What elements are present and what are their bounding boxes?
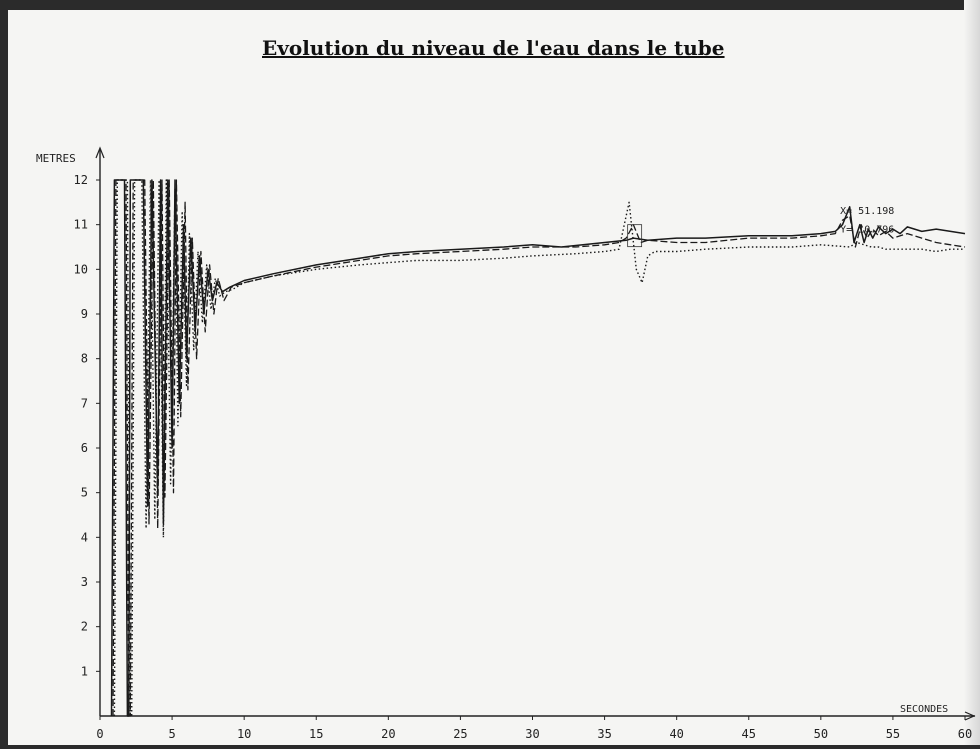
x-tick-label: 55: [886, 727, 900, 741]
axes-group: METRES SECONDES: [36, 146, 976, 721]
y-axis-arrow: [95, 146, 105, 159]
x-tick-label: 0: [96, 727, 103, 741]
x-tick-label: 40: [669, 727, 683, 741]
x-tick-label: 30: [525, 727, 539, 741]
series-line-3: [113, 179, 965, 717]
y-tick-label: 7: [81, 396, 88, 410]
scan-left-edge: [0, 0, 8, 749]
y-tick-label: 11: [74, 218, 88, 232]
y-tick-label: 2: [81, 620, 88, 634]
series-line-1: [110, 179, 966, 717]
y-tick-label: 1: [81, 664, 88, 678]
y-tick-label: 5: [81, 486, 88, 500]
x-tick-label: 15: [309, 727, 323, 741]
y-tick-label: 4: [81, 530, 88, 544]
x-axis-label: SECONDES: [900, 704, 948, 715]
x-tick-label: 50: [814, 727, 828, 741]
x-tick-label: 60: [958, 727, 972, 741]
scan-bottom-edge: [0, 745, 980, 749]
x-tick-label: 10: [237, 727, 251, 741]
series-line-2: [112, 179, 966, 717]
x-tick-label: 45: [742, 727, 756, 741]
readout-annotation: Y= 10.796: [840, 225, 894, 236]
y-tick-label: 3: [81, 575, 88, 589]
y-tick-label: 8: [81, 352, 88, 366]
readout-annotation: X= 51.198: [840, 206, 894, 217]
scan-right-edge: [964, 0, 980, 749]
x-tick-label: 35: [597, 727, 611, 741]
y-tick-label: 6: [81, 441, 88, 455]
cursor-marker-box: [627, 224, 643, 248]
x-tick-label: 20: [381, 727, 395, 741]
scan-top-edge: [0, 0, 980, 10]
y-tick-label: 10: [74, 262, 88, 276]
x-tick-label: 5: [168, 727, 175, 741]
x-axis-arrow: [964, 711, 976, 721]
chart-title: Evolution du niveau de l'eau dans le tub…: [262, 36, 725, 60]
annotation-group: X= 51.198 Y= 10.796: [627, 206, 894, 248]
series-group: [110, 179, 966, 717]
x-tick-label: 25: [453, 727, 467, 741]
y-axis-label: METRES: [36, 152, 76, 165]
y-tick-label: 12: [74, 173, 88, 187]
y-tick-label: 9: [81, 307, 88, 321]
